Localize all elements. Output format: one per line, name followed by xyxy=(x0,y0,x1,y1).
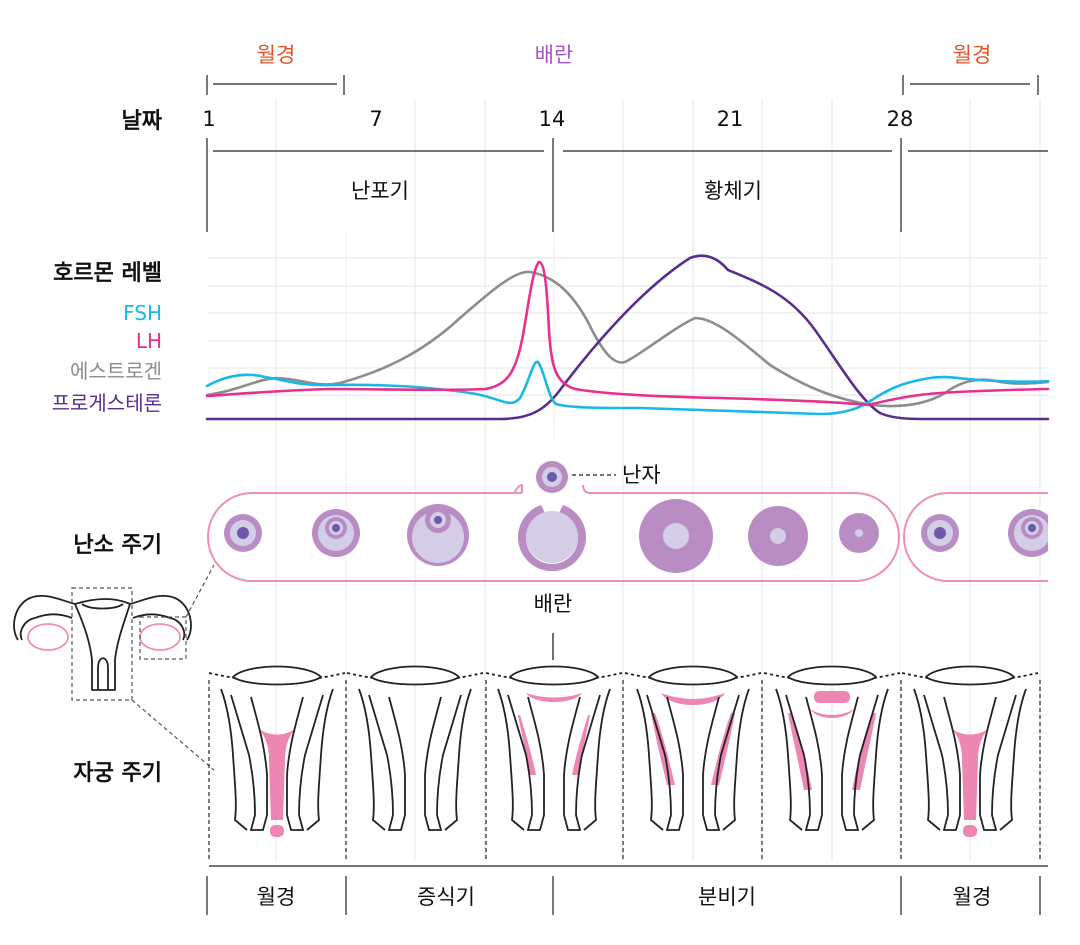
day-tick-14: 14 xyxy=(539,107,566,131)
uterine-phase-menstruation-1: 월경 xyxy=(257,885,296,909)
menstruation-label-left: 월경 xyxy=(257,43,296,67)
corpus-luteum-small xyxy=(839,513,879,553)
uterine-phase-brackets xyxy=(206,865,1048,915)
luteal-phase-label: 황체기 xyxy=(704,179,762,203)
lh-curve xyxy=(205,260,1050,407)
uterus-proliferative-2 xyxy=(485,665,623,831)
day-tick-21: 21 xyxy=(717,107,744,131)
hormone-curves xyxy=(205,254,1050,421)
ovary-outline-main xyxy=(207,483,900,582)
uterine-phase-proliferative: 증식기 xyxy=(417,885,475,909)
follicle-secondary xyxy=(312,509,360,557)
uterine-column-dividers xyxy=(208,680,1041,860)
phase-brackets xyxy=(206,138,1048,232)
follicle-antral xyxy=(407,504,469,566)
uterus-menstruation-1 xyxy=(208,665,346,837)
egg-label: 난자 xyxy=(622,463,661,487)
egg-cell xyxy=(536,461,568,493)
follicular-phase-label: 난포기 xyxy=(351,179,409,203)
ovulation-label-top: 배란 xyxy=(535,43,574,67)
follicle-primary xyxy=(224,514,262,552)
progesterone-curve xyxy=(205,254,1050,421)
row-title-uterine: 자궁 주기 xyxy=(73,761,162,786)
inset-ovary-left xyxy=(27,623,69,651)
day-tick-28: 28 xyxy=(887,107,914,131)
uterine-phase-secretory: 분비기 xyxy=(698,885,756,909)
row-title-ovarian: 난소 주기 xyxy=(73,533,162,558)
fsh-curve xyxy=(205,360,1050,416)
uterine-phase-menstruation-2: 월경 xyxy=(953,885,992,909)
day-tick-7: 7 xyxy=(369,107,382,131)
uterus-inset-icon xyxy=(13,594,192,691)
legend-lh: LH xyxy=(136,329,162,353)
grid-lines xyxy=(207,100,1048,860)
ovulation-label-ovary: 배란 xyxy=(534,592,573,616)
corpus-luteum-medium xyxy=(748,506,808,566)
follicle-primary-next xyxy=(921,514,959,552)
corpus-luteum-large xyxy=(639,499,713,573)
menstruation-label-right: 월경 xyxy=(953,43,992,67)
legend-fsh: FSH xyxy=(123,301,162,325)
follicle-secondary-next xyxy=(1008,509,1048,557)
uterus-secretory-1 xyxy=(624,665,762,831)
estrogen-curve xyxy=(205,270,1050,408)
ovary-outline-right xyxy=(903,492,1048,582)
follicle-ruptured xyxy=(518,505,586,572)
inset-ovary-right xyxy=(139,623,181,651)
row-title-hormones: 호르몬 레벨 xyxy=(53,261,162,286)
row-title-days: 날짜 xyxy=(122,109,163,134)
legend-progesterone: 프로게스테론 xyxy=(52,391,162,415)
uterus-menstruation-2 xyxy=(901,665,1039,837)
uterus-secretory-2 xyxy=(763,665,901,831)
menstruation-brackets xyxy=(206,75,1039,95)
legend-estrogen: 에스트로겐 xyxy=(70,359,162,383)
inset-zoom-boxes xyxy=(71,564,215,771)
day-tick-1: 1 xyxy=(202,107,215,131)
